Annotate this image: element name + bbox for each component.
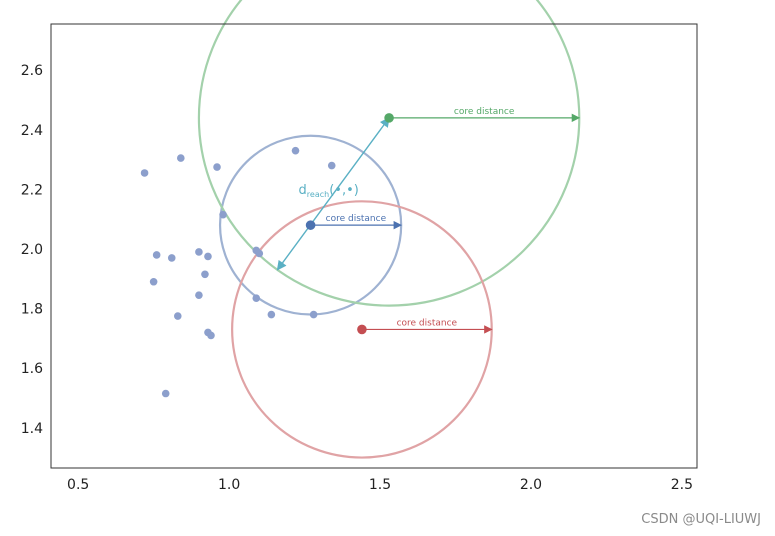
highlighted-point [305,220,316,230]
core-distance-label: core distance [454,107,515,117]
data-point [195,248,203,256]
y-tick-label: 1.6 [21,361,43,377]
core-distance-label: core distance [326,214,387,224]
x-tick-label: 2.5 [671,477,693,493]
x-tick-label: 1.0 [218,477,240,493]
highlighted-point [357,324,367,335]
data-point [173,312,182,320]
x-tick-label: 2.0 [520,477,542,493]
x-tick-label: 1.5 [369,477,391,493]
data-point [207,331,215,340]
highlight-layer [305,113,394,335]
reach-label-sub: reach [307,190,329,199]
data-point [167,254,176,262]
core-distance-label: core distance [397,318,458,328]
data-point [255,249,264,258]
arrows-layer: core distance core distance core distance d… [276,107,581,334]
y-tick-label: 2.6 [21,63,43,79]
data-point [267,310,276,319]
data-point [252,294,261,302]
data-point [309,310,318,319]
data-point [219,210,227,219]
data-point [149,277,158,286]
data-point [140,169,149,177]
y-tick-label: 1.4 [21,421,43,437]
data-point [152,251,161,259]
plot-frame [50,23,698,469]
axis-layer: 0.5 1.0 1.5 2.0 2.5 1.4 1.6 1.8 2.0 2.2 2.4 2.6 [21,63,693,493]
reachability-arrow [276,117,390,271]
data-point [204,252,212,261]
data-point [327,161,336,170]
data-point [213,163,221,171]
watermark: CSDN @UQI-LIUWJ [641,512,761,527]
y-tick-label: 2.4 [21,123,43,139]
highlighted-point [384,113,394,123]
data-point [201,270,209,279]
y-tick-label: 2.0 [21,242,43,258]
x-tick-label: 0.5 [67,477,89,493]
reachability-label: dreach(•,•) [299,183,359,199]
reach-label-args: (•,•) [329,183,359,198]
data-point [195,291,203,299]
data-point [161,389,170,398]
y-tick-label: 2.2 [21,182,43,198]
circles-layer [197,0,581,459]
reach-label-main: d [299,183,307,198]
data-point [291,146,300,155]
y-tick-label: 1.8 [21,302,43,318]
data-point [177,154,185,162]
